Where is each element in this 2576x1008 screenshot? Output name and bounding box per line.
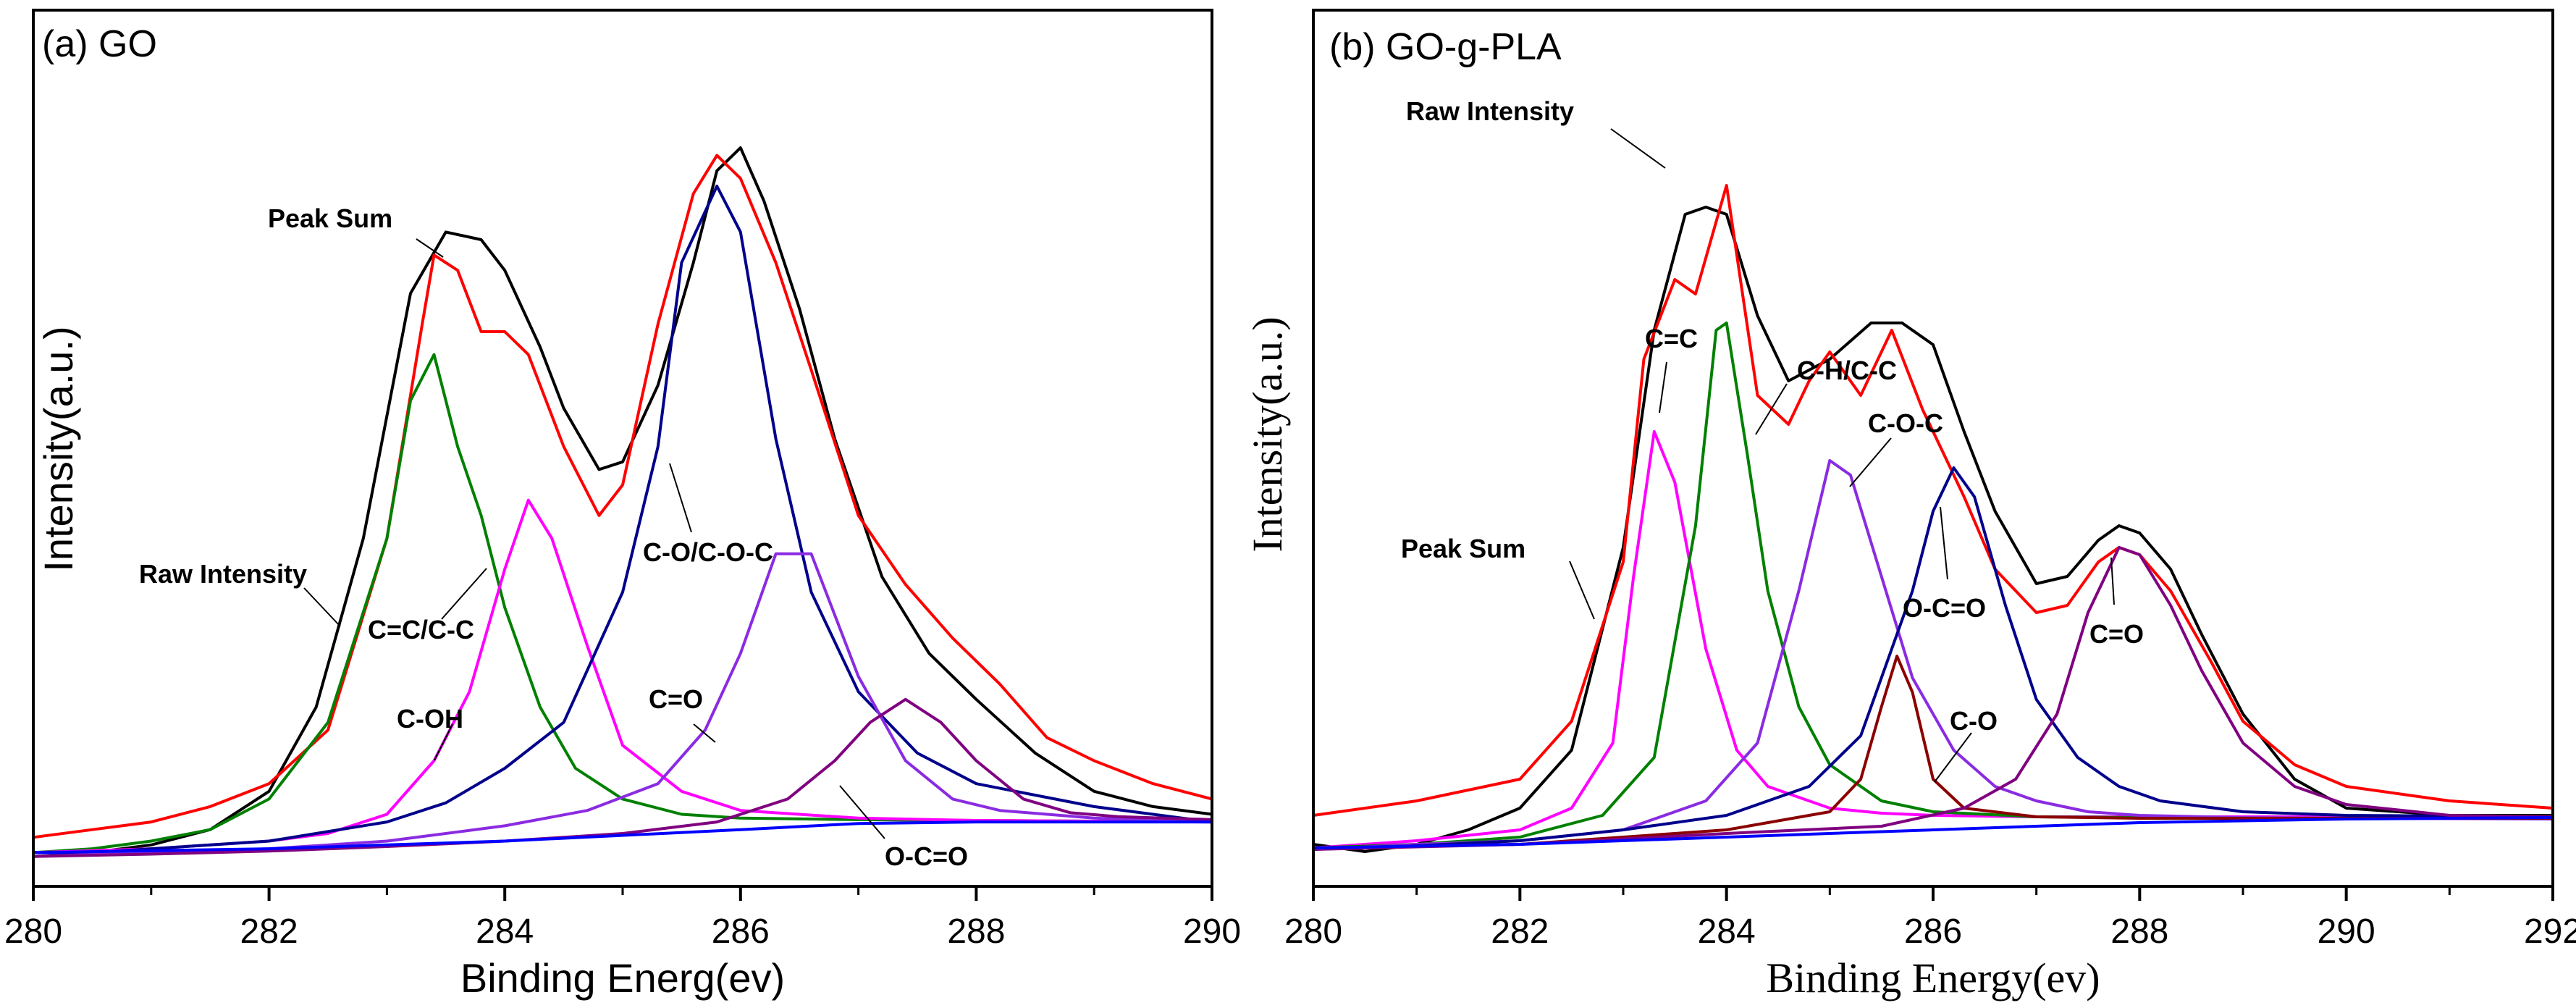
panel-b-x-axis-label: Binding Energy(ev) bbox=[1766, 954, 2100, 1001]
annotation-o-c-double-o: O-C=O bbox=[885, 841, 968, 871]
panel-b-x-axis: 280 282 284 286 288 290 292 bbox=[1284, 886, 2576, 951]
x-tick-label-a-290: 290 bbox=[1183, 912, 1241, 951]
annotation-c-o-c-o-c: C-O/C-O-C bbox=[643, 537, 773, 567]
panel-a-x-axis: 280 282 284 286 288 290 bbox=[4, 886, 1241, 951]
annotation-c-double-c: C=C bbox=[1645, 324, 1698, 353]
panel-a-title: (a) GO bbox=[42, 23, 157, 65]
annotation-c-double-o-b: C=O bbox=[2089, 619, 2144, 649]
annotation-c-double-o: C=O bbox=[649, 684, 703, 714]
series-a-c-oh bbox=[33, 498, 1213, 854]
x-tick-label-b-280: 280 bbox=[1284, 912, 1342, 951]
panel-b-plot-area bbox=[1313, 184, 2554, 853]
panel-b-annotations bbox=[1569, 128, 2115, 783]
panel-b-title: (b) GO-g-PLA bbox=[1329, 26, 1562, 68]
series-a-c-o-c-o-c bbox=[33, 185, 1213, 858]
annotation-c-o-c: C-O-C bbox=[1868, 408, 1943, 438]
series-b-c-o bbox=[1313, 546, 2554, 851]
annotation-raw-intensity: Raw Intensity bbox=[139, 559, 307, 589]
series-a-c-o bbox=[33, 552, 1213, 858]
annotation-o-c-double-o-b: O-C=O bbox=[1903, 593, 1986, 623]
series-a-c-c-c-c bbox=[33, 353, 1213, 854]
x-tick-label-b-282: 282 bbox=[1491, 912, 1549, 951]
annotation-c-c-c-c: C=C/C-C bbox=[368, 615, 474, 644]
series-b-baseline bbox=[1313, 816, 2554, 849]
x-tick-label-b-284: 284 bbox=[1698, 912, 1756, 951]
x-tick-label-a-282: 282 bbox=[240, 912, 298, 951]
x-tick-label-b-290: 290 bbox=[2318, 912, 2375, 951]
annotation-peak-sum: Peak Sum bbox=[268, 203, 392, 233]
x-tick-label-a-286: 286 bbox=[712, 912, 770, 951]
x-tick-label-b-286: 286 bbox=[1904, 912, 1962, 951]
panel-b-y-axis-label: Intensity(a.u.) bbox=[1244, 316, 1291, 552]
panel-b-go-g-pla: 280 282 284 286 288 290 292 (b) GO-g-PLA Bindi… bbox=[1244, 9, 2576, 1001]
series-b-peak-sum bbox=[1313, 184, 2554, 817]
series-a-peak-sum bbox=[33, 154, 1213, 839]
series-b-raw-intensity bbox=[1313, 206, 2553, 853]
series-b-c-o bbox=[1313, 655, 2553, 849]
x-tick-label-a-280: 280 bbox=[4, 912, 62, 951]
annotation-c-h-c-c: C-H/C-C bbox=[1797, 356, 1897, 385]
series-a-raw-intensity bbox=[33, 146, 1213, 858]
series-a-baseline bbox=[33, 820, 1212, 854]
panel-a-go: 280 282 284 286 288 290 (a) GO Binding Energ(… bbox=[4, 9, 1241, 1001]
annotation-raw-intensity-b: Raw Intensity bbox=[1406, 96, 1574, 126]
series-a-o-c-o bbox=[33, 697, 1213, 858]
annotation-c-oh: C-OH bbox=[397, 704, 463, 734]
panel-a-annotations bbox=[303, 238, 885, 839]
x-tick-label-b-288: 288 bbox=[2110, 912, 2168, 951]
x-tick-label-a-288: 288 bbox=[947, 912, 1005, 951]
annotation-c-o-b: C-O bbox=[1950, 706, 1998, 736]
x-tick-label-a-284: 284 bbox=[476, 912, 534, 951]
panel-a-y-axis-label: Intensity(a.u.) bbox=[35, 326, 81, 571]
series-b-o-c-o bbox=[1313, 466, 2554, 851]
annotation-peak-sum-b: Peak Sum bbox=[1401, 534, 1525, 563]
panel-a-x-axis-label: Binding Energ(ev) bbox=[460, 955, 785, 1001]
x-tick-label-b-292: 292 bbox=[2524, 912, 2576, 951]
panel-a-plot-area bbox=[33, 146, 1213, 858]
